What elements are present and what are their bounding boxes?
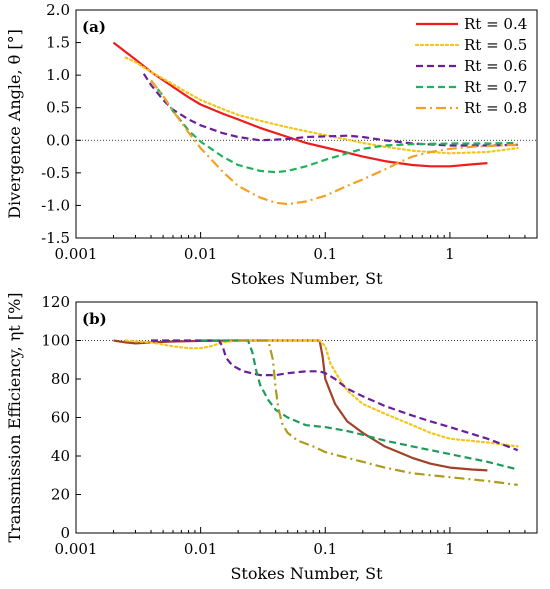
y-tick-label: -0.5	[41, 164, 70, 182]
series-line-4	[200, 339, 518, 471]
panel-label: (b)	[82, 310, 107, 328]
y-axis-label: Divergence Angle, θ [°]	[5, 29, 24, 219]
legend: Rt = 0.4 Rt = 0.5 Rt = 0.6 Rt = 0.7 Rt = 0.8	[414, 15, 527, 117]
y-tick-label: 100	[41, 332, 70, 350]
legend-label: Rt = 0.6	[464, 57, 527, 75]
x-tick-label: 0.01	[184, 245, 217, 263]
series-line-4	[150, 79, 518, 174]
y-tick-label: -1.5	[41, 229, 70, 247]
x-tick-label: 0.001	[55, 540, 98, 558]
x-tick-label: 0.1	[313, 540, 337, 558]
panel-label: (a)	[82, 18, 106, 36]
x-axis-label: Stokes Number, St	[230, 564, 383, 583]
series-line-2	[124, 339, 519, 448]
y-tick-label: 0.5	[46, 99, 70, 117]
y-tick-label: -1.0	[41, 196, 70, 214]
legend-label: Rt = 0.5	[464, 36, 527, 54]
x-tick-label: 0.1	[313, 245, 337, 263]
legend-label: Rt = 0.4	[464, 15, 527, 33]
series-line-3	[151, 339, 519, 452]
y-tick-label: 80	[51, 370, 70, 388]
chart-panel-a: 0.001 0.01 0.1 1 2.0 1.5 1.0 0.5 0.0 -0.5 -1.0 -1.5…	[5, 1, 538, 288]
y-tick-label: 0	[60, 524, 70, 542]
series-line-2	[124, 56, 519, 155]
plot-frame	[75, 301, 538, 534]
chart-panel-b: 0.001 0.01 0.1 1 120 100 80 60 40 20 0 Stokes Numbe…	[5, 292, 538, 583]
y-tick-label: 20	[51, 486, 70, 504]
legend-label: Rt = 0.7	[464, 78, 527, 96]
series-line-1	[113, 339, 488, 472]
y-tick-label: 40	[51, 447, 70, 465]
legend-label: Rt = 0.8	[464, 99, 527, 117]
series-line-3	[142, 73, 518, 147]
y-tick-label: 120	[41, 293, 70, 311]
y-tick-label: 60	[51, 409, 70, 427]
y-tick-label: 1.5	[46, 34, 70, 52]
x-tick-label: 0.001	[55, 245, 98, 263]
series-line-1	[112, 41, 488, 168]
y-tick-label: 2.0	[46, 1, 70, 19]
series-line-5	[150, 79, 518, 206]
y-tick-label: 0.0	[46, 131, 70, 149]
x-axis-label: Stokes Number, St	[230, 269, 383, 288]
x-tick-label: 1	[445, 540, 455, 558]
x-tick-label: 1	[445, 245, 455, 263]
y-axis-label: Transmission Efficiency, ηt [%]	[5, 292, 24, 542]
x-tick-label: 0.01	[184, 540, 217, 558]
plot-frame	[75, 9, 538, 239]
y-tick-label: 1.0	[46, 66, 70, 84]
series-line-5	[238, 339, 518, 486]
